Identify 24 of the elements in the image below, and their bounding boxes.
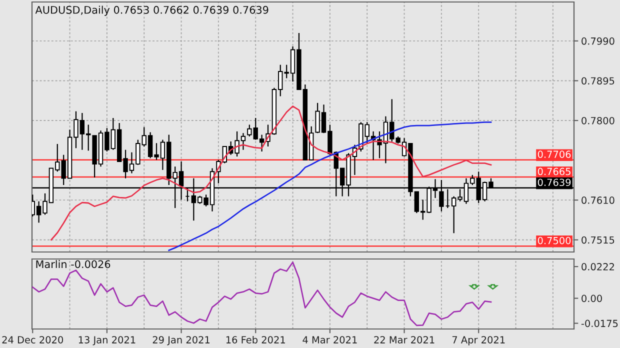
ref-line-label: 0.7706 <box>538 150 571 158</box>
line-series <box>32 262 492 326</box>
x-tick-label: 24 Dec 2020 <box>2 336 64 344</box>
y-tick-label: 0.7895 <box>582 77 614 85</box>
x-tick-label: 16 Feb 2021 <box>226 336 285 344</box>
x-tick-label: 29 Jan 2021 <box>152 336 210 346</box>
y-tick-label: 0.7990 <box>582 37 614 45</box>
x-tick-label: 22 Mar 2021 <box>374 336 434 344</box>
y-tick-label: 0.7800 <box>582 116 614 124</box>
x-tick-label: 4 Mar 2021 <box>302 336 357 344</box>
ref-line-label: 0.7665 <box>538 168 570 176</box>
chart-title: AUDUSD,Daily 0.7653 0.7662 0.7639 0.7639 <box>35 6 268 16</box>
y-tick-label: 0.7610 <box>582 196 614 204</box>
chart-title: Marlin -0.0026 <box>36 260 110 268</box>
y-tick-label: 0.00 <box>582 294 602 302</box>
x-tick-label: 13 Jan 2021 <box>78 336 136 346</box>
y-tick-label: -0.0175 <box>581 320 618 328</box>
line-series <box>168 121 492 252</box>
x-tick-label: 7 Apr 2021 <box>452 336 505 346</box>
ref-line-label: 0.7639 <box>538 178 571 186</box>
y-tick-label: 0.7515 <box>582 236 614 244</box>
y-tick-label: 0.0222 <box>582 263 614 270</box>
line-series <box>50 106 492 241</box>
ref-line-label: 0.7500 <box>538 236 571 244</box>
